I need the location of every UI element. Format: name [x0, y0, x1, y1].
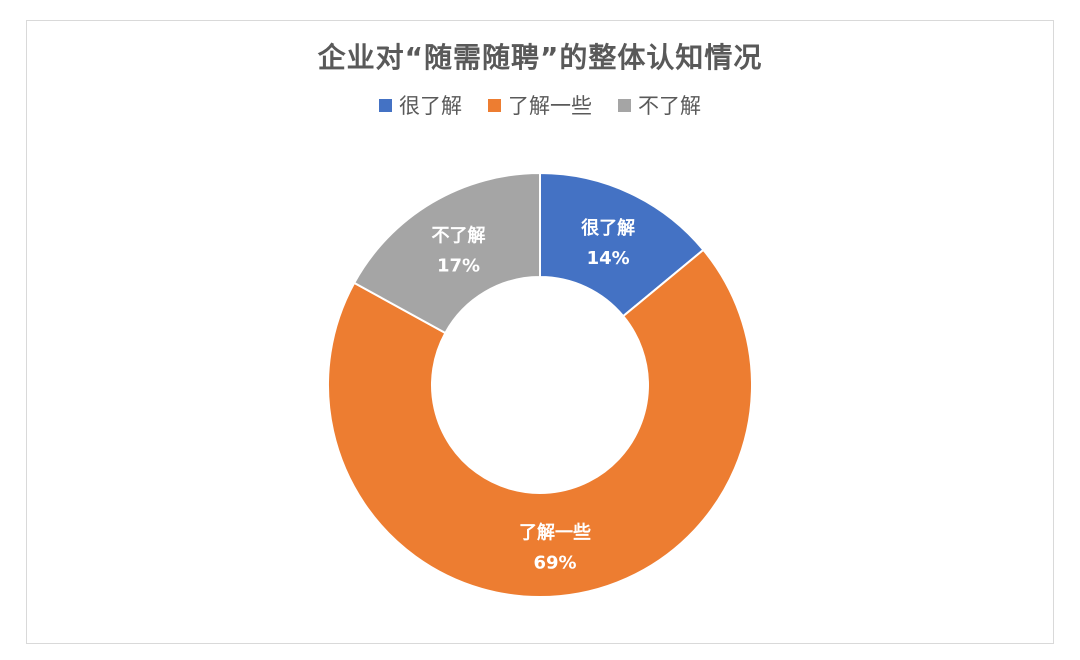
legend-item-somewhat-familiar: 了解一些 — [488, 90, 592, 120]
slice-label-very-familiar: 很了解 — [581, 217, 635, 239]
legend-item-very-familiar: 很了解 — [379, 90, 462, 120]
legend-label-not-familiar: 不了解 — [638, 94, 701, 118]
slice-value-not-familiar: 17% — [437, 255, 480, 276]
chart-legend: 很了解 了解一些 不了解 — [0, 90, 1080, 120]
legend-swatch-very-familiar — [379, 98, 392, 112]
slice-label-not-familiar: 不了解 — [432, 224, 486, 246]
legend-swatch-not-familiar — [618, 98, 631, 112]
slice-label-somewhat-familiar: 了解一些 — [519, 521, 591, 543]
slice-value-very-familiar: 14% — [587, 248, 630, 269]
slice-very-familiar — [539, 171, 705, 318]
legend-label-very-familiar: 很了解 — [399, 94, 462, 118]
legend-swatch-somewhat-familiar — [488, 98, 501, 112]
legend-label-somewhat-familiar: 了解一些 — [508, 94, 592, 118]
slice-somewhat-familiar — [327, 248, 753, 598]
legend-item-not-familiar: 不了解 — [618, 90, 701, 120]
slice-value-somewhat-familiar: 69% — [534, 552, 577, 573]
slice-not-familiar — [352, 171, 541, 335]
chart-title: 企业对“随需随聘”的整体认知情况 — [317, 41, 763, 74]
